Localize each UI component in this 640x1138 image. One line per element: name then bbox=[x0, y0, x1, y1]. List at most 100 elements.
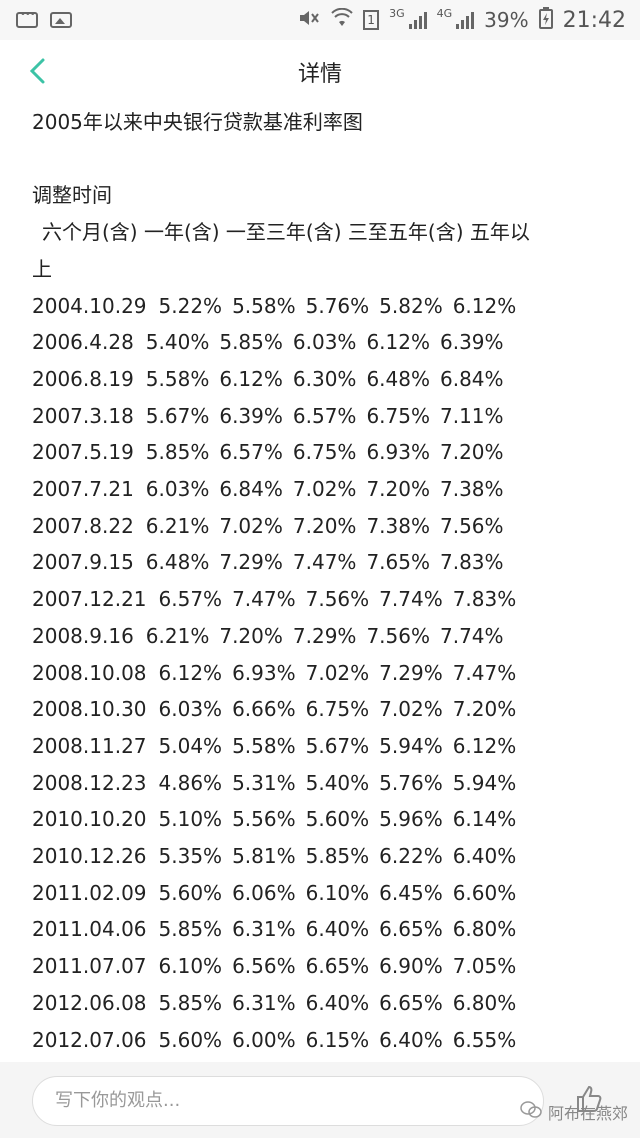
one-to-three-year-rate: 7.02% bbox=[292, 477, 357, 502]
one-year-rate: 5.31% bbox=[232, 770, 296, 795]
six-month-rate: 6.03% bbox=[158, 697, 223, 722]
rate-row: 2011.04.06 5.85% 6.31% 6.40% 6.65% 6.80% bbox=[32, 911, 622, 948]
one-to-three-year-rate: 5.85% bbox=[305, 844, 370, 869]
one-year-rate: 6.00% bbox=[232, 1027, 296, 1052]
one-year-rate: 6.66% bbox=[232, 697, 296, 722]
article-title: 2005年以来中央银行贷款基准利率图 bbox=[32, 110, 363, 134]
mute-icon bbox=[297, 8, 321, 33]
six-month-rate: 4.86% bbox=[158, 770, 223, 795]
three-to-five-year-rate: 6.75% bbox=[366, 403, 430, 428]
status-bar: 1 3G 4G 39% 21:42 bbox=[0, 0, 640, 40]
over-five-year-rate: 6.14% bbox=[452, 807, 517, 832]
over-five-year-rate: 7.20% bbox=[439, 440, 504, 465]
six-month-rate: 5.58% bbox=[145, 366, 210, 391]
one-to-three-year-rate: 7.29% bbox=[292, 623, 357, 648]
signal-icon bbox=[456, 11, 475, 29]
six-month-rate: 6.12% bbox=[158, 660, 223, 685]
article-content: 2005年以来中央银行贷款基准利率图 调整时间 六个月(含) 一年(含) 一至三… bbox=[32, 104, 622, 1058]
three-to-five-year-rate: 7.02% bbox=[379, 697, 443, 722]
column-header-terms-wrap: 上 bbox=[32, 256, 52, 281]
one-to-three-year-rate: 6.40% bbox=[305, 917, 370, 942]
date-cell: 2004.10.29 bbox=[32, 293, 147, 318]
one-year-rate: 6.31% bbox=[232, 917, 296, 942]
rate-row: 2008.10.08 6.12% 6.93% 7.02% 7.29% 7.47% bbox=[32, 655, 622, 692]
status-left bbox=[0, 9, 72, 28]
like-icon[interactable] bbox=[574, 1084, 604, 1114]
one-year-rate: 6.06% bbox=[232, 880, 296, 905]
page-title: 详情 bbox=[297, 62, 342, 87]
date-cell: 2007.9.15 bbox=[32, 550, 134, 575]
sim-icon: 1 bbox=[363, 10, 380, 30]
signal-icon bbox=[408, 11, 427, 29]
three-to-five-year-rate: 7.20% bbox=[366, 477, 430, 502]
one-year-rate: 7.47% bbox=[232, 587, 296, 612]
date-cell: 2011.02.09 bbox=[32, 880, 147, 905]
six-month-rate: 6.48% bbox=[145, 550, 210, 575]
date-cell: 2007.3.18 bbox=[32, 403, 134, 428]
one-to-three-year-rate: 6.40% bbox=[305, 990, 370, 1015]
back-arrow-icon[interactable] bbox=[24, 56, 54, 86]
three-to-five-year-rate: 7.74% bbox=[379, 587, 443, 612]
rate-table: 2004.10.29 5.22% 5.58% 5.76% 5.82% 6.12% 2006.… bbox=[32, 288, 622, 1059]
over-five-year-rate: 6.40% bbox=[452, 844, 517, 869]
one-to-three-year-rate: 6.30% bbox=[292, 366, 357, 391]
blank-line bbox=[32, 141, 622, 178]
date-cell: 2012.06.08 bbox=[32, 990, 147, 1015]
six-month-rate: 5.35% bbox=[158, 844, 223, 869]
three-to-five-year-rate: 6.22% bbox=[379, 844, 443, 869]
date-cell: 2006.8.19 bbox=[32, 366, 134, 391]
rate-row: 2011.07.07 6.10% 6.56% 6.65% 6.90% 7.05% bbox=[32, 948, 622, 985]
over-five-year-rate: 6.84% bbox=[439, 366, 504, 391]
one-year-rate: 6.93% bbox=[232, 660, 296, 685]
one-year-rate: 7.29% bbox=[219, 550, 283, 575]
rate-row: 2008.9.16 6.21% 7.20% 7.29% 7.56% 7.74% bbox=[32, 618, 622, 655]
wechat-icon bbox=[520, 1101, 542, 1123]
three-to-five-year-rate: 7.38% bbox=[366, 513, 430, 538]
date-cell: 2010.10.20 bbox=[32, 807, 147, 832]
one-to-three-year-rate: 7.20% bbox=[292, 513, 357, 538]
over-five-year-rate: 7.11% bbox=[439, 403, 504, 428]
over-five-year-rate: 7.20% bbox=[452, 697, 517, 722]
message-icon bbox=[16, 9, 38, 28]
rate-row: 2004.10.29 5.22% 5.58% 5.76% 5.82% 6.12% bbox=[32, 288, 622, 325]
one-to-three-year-rate: 7.02% bbox=[305, 660, 370, 685]
date-cell: 2007.12.21 bbox=[32, 587, 147, 612]
over-five-year-rate: 5.94% bbox=[452, 770, 517, 795]
one-to-three-year-rate: 6.75% bbox=[292, 440, 357, 465]
six-month-rate: 5.04% bbox=[158, 733, 223, 758]
one-to-three-year-rate: 6.10% bbox=[305, 880, 370, 905]
over-five-year-rate: 7.74% bbox=[439, 623, 504, 648]
six-month-rate: 5.40% bbox=[145, 330, 210, 355]
status-right: 1 3G 4G 39% 21:42 bbox=[297, 6, 640, 34]
one-to-three-year-rate: 6.65% bbox=[305, 954, 370, 979]
three-to-five-year-rate: 5.76% bbox=[379, 770, 443, 795]
date-cell: 2007.7.21 bbox=[32, 477, 134, 502]
one-year-rate: 6.31% bbox=[232, 990, 296, 1015]
three-to-five-year-rate: 5.96% bbox=[379, 807, 443, 832]
rate-row: 2008.11.27 5.04% 5.58% 5.67% 5.94% 6.12% bbox=[32, 728, 622, 765]
rate-row: 2008.10.30 6.03% 6.66% 6.75% 7.02% 7.20% bbox=[32, 691, 622, 728]
rate-row: 2006.4.28 5.40% 5.85% 6.03% 6.12% 6.39% bbox=[32, 324, 622, 361]
rate-row: 2012.06.08 5.85% 6.31% 6.40% 6.65% 6.80% bbox=[32, 985, 622, 1022]
comment-input[interactable]: 写下你的观点... bbox=[32, 1076, 544, 1126]
date-cell: 2011.07.07 bbox=[32, 954, 147, 979]
three-to-five-year-rate: 7.56% bbox=[366, 623, 430, 648]
over-five-year-rate: 6.39% bbox=[439, 330, 504, 355]
three-to-five-year-rate: 5.94% bbox=[379, 733, 443, 758]
watermark-text: 阿布在燕郊 bbox=[548, 1104, 629, 1123]
three-to-five-year-rate: 6.90% bbox=[379, 954, 443, 979]
rate-row: 2012.07.06 5.60% 6.00% 6.15% 6.40% 6.55% bbox=[32, 1022, 622, 1059]
date-cell: 2008.10.30 bbox=[32, 697, 147, 722]
over-five-year-rate: 7.05% bbox=[452, 954, 517, 979]
one-year-rate: 5.58% bbox=[232, 293, 296, 318]
one-year-rate: 5.56% bbox=[232, 807, 296, 832]
one-to-three-year-rate: 6.03% bbox=[292, 330, 357, 355]
over-five-year-rate: 7.47% bbox=[452, 660, 517, 685]
comment-bar: 写下你的观点... 阿布在燕郊 bbox=[0, 1062, 640, 1138]
six-month-rate: 6.10% bbox=[158, 954, 223, 979]
three-to-five-year-rate: 6.65% bbox=[379, 990, 443, 1015]
one-to-three-year-rate: 6.75% bbox=[305, 697, 370, 722]
app-header: 详情 bbox=[0, 40, 640, 104]
three-to-five-year-rate: 6.40% bbox=[379, 1027, 443, 1052]
six-month-rate: 5.60% bbox=[158, 1027, 223, 1052]
